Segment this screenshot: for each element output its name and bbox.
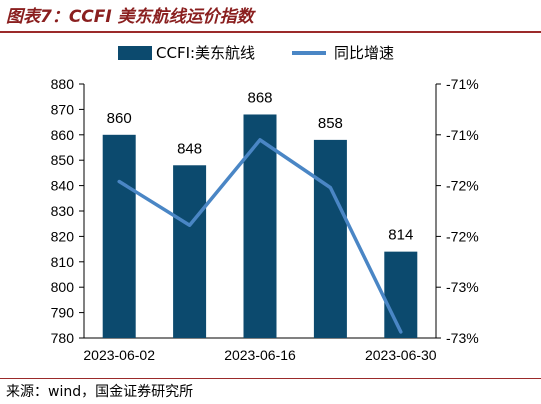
left-tick-label: 840: [51, 178, 75, 194]
left-tick-label: 870: [51, 101, 75, 117]
left-tick-label: 830: [51, 203, 75, 219]
right-tick-label: -72%: [446, 228, 479, 244]
bar: [102, 134, 136, 338]
bar: [384, 251, 418, 338]
x-tick-label: 2023-06-16: [224, 347, 296, 363]
x-tick-label: 2023-06-30: [365, 347, 437, 363]
left-tick-label: 820: [51, 228, 75, 244]
source-note: 来源：wind，国金证券研究所: [6, 384, 194, 400]
bar-data-label: 814: [388, 227, 413, 244]
legend-line-swatch: [292, 50, 326, 55]
bar-data-label: 860: [107, 110, 132, 127]
bar-data-label: 858: [318, 115, 343, 132]
right-tick-label: -73%: [446, 330, 479, 346]
right-tick-label: -71%: [446, 76, 479, 92]
left-tick-label: 860: [51, 127, 75, 143]
right-tick-label: -72%: [446, 178, 479, 194]
left-tick-label: 790: [51, 305, 75, 321]
x-tick-label: 2023-06-02: [83, 347, 155, 363]
right-tick-label: -71%: [446, 127, 479, 143]
left-tick-label: 810: [51, 254, 75, 270]
left-tick-label: 780: [51, 330, 75, 346]
right-tick-label: -73%: [446, 279, 479, 295]
title-divider: [0, 31, 541, 33]
yoy-growth-line: [117, 138, 403, 334]
chart-title: 图表7：CCFI 美东航线运价指数: [6, 7, 254, 27]
legend-line-label: 同比增速: [334, 44, 395, 62]
bar: [313, 139, 347, 338]
bar: [173, 165, 207, 338]
chart-area: 780 790 800 810 820 830 840 850 860 870 880 -73% -73…: [51, 76, 479, 363]
left-tick-label: 800: [51, 279, 75, 295]
left-tick-label: 850: [51, 152, 75, 168]
legend: CCFI:美东航线 同比增速: [0, 38, 541, 64]
left-tick-label: 880: [51, 76, 75, 92]
bar-data-label: 868: [247, 89, 272, 106]
legend-line-item: 同比增速: [292, 42, 394, 63]
legend-bar-swatch: [118, 45, 152, 60]
legend-bar-item: CCFI:美东航线: [118, 42, 255, 63]
legend-bar-label: CCFI:美东航线: [156, 44, 256, 62]
footer-divider: [0, 378, 541, 379]
bar-data-label: 848: [177, 140, 202, 157]
